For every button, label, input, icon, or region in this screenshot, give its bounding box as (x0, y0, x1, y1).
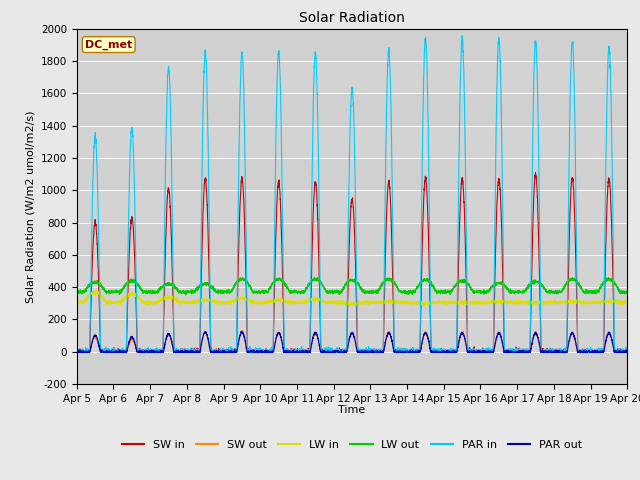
LW in (623, 301, 630, 307)
LW out (73, 291, 81, 297)
Text: DC_met: DC_met (85, 39, 132, 50)
SW out (73, 348, 81, 354)
SW in (332, 348, 339, 354)
Bar (77, 352, 627, 384)
LW in (507, 299, 515, 304)
Bar (77, 29, 627, 61)
Line: LW out: LW out (77, 277, 627, 295)
PAR in (445, 349, 452, 355)
LW in (172, 296, 180, 302)
PAR in (458, 33, 466, 38)
PAR out (73, 349, 81, 355)
PAR out (79, 349, 86, 355)
LW in (623, 300, 631, 305)
PAR in (172, 348, 180, 354)
LW in (476, 300, 483, 305)
LW out (476, 290, 483, 296)
SW out (476, 349, 483, 355)
PAR in (332, 348, 339, 354)
SW in (623, 349, 631, 355)
Line: SW in: SW in (77, 173, 627, 352)
SW in (623, 349, 630, 355)
LW out (172, 285, 180, 290)
Line: PAR in: PAR in (77, 36, 627, 352)
LW in (351, 302, 359, 308)
PAR out (623, 348, 630, 354)
Line: PAR out: PAR out (77, 332, 627, 352)
LW out (182, 292, 189, 298)
LW out (507, 288, 515, 294)
LW out (332, 288, 339, 294)
LW in (445, 300, 453, 305)
SW out (172, 348, 180, 354)
SW in (507, 348, 515, 354)
Bar (77, 158, 627, 190)
SW in (532, 170, 540, 176)
PAR out (507, 349, 515, 355)
Title: Solar Radiation: Solar Radiation (299, 11, 405, 25)
SW in (73, 347, 81, 352)
PAR out (237, 329, 245, 335)
PAR in (73, 347, 81, 353)
Bar (77, 287, 627, 319)
PAR in (623, 349, 630, 355)
LW in (73, 300, 81, 306)
Legend: SW in, SW out, LW in, LW out, PAR in, PAR out: SW in, SW out, LW in, LW out, PAR in, PA… (118, 436, 586, 455)
SW out (507, 349, 515, 355)
PAR in (507, 349, 515, 355)
SW out (75, 349, 83, 355)
SW in (445, 347, 452, 353)
Y-axis label: Solar Radiation (W/m2 umol/m2/s): Solar Radiation (W/m2 umol/m2/s) (25, 110, 35, 303)
SW out (445, 349, 453, 355)
SW in (74, 349, 81, 355)
SW out (623, 348, 631, 354)
Line: SW out: SW out (77, 331, 627, 352)
LW out (623, 290, 630, 296)
SW out (332, 349, 339, 355)
SW out (623, 349, 630, 355)
SW in (172, 349, 180, 355)
PAR in (623, 349, 631, 355)
PAR out (623, 349, 631, 355)
PAR out (172, 348, 180, 354)
Bar (77, 223, 627, 255)
SW in (476, 349, 483, 355)
LW out (605, 275, 612, 280)
LW out (623, 288, 631, 294)
SW out (238, 328, 246, 334)
PAR out (332, 348, 339, 354)
Bar (77, 94, 627, 126)
PAR in (74, 349, 81, 355)
LW out (445, 288, 452, 293)
PAR in (476, 348, 483, 354)
PAR out (445, 349, 453, 355)
PAR out (476, 349, 483, 355)
LW in (332, 300, 339, 306)
LW in (92, 288, 100, 293)
Line: LW in: LW in (77, 290, 627, 305)
X-axis label: Time: Time (339, 405, 365, 415)
